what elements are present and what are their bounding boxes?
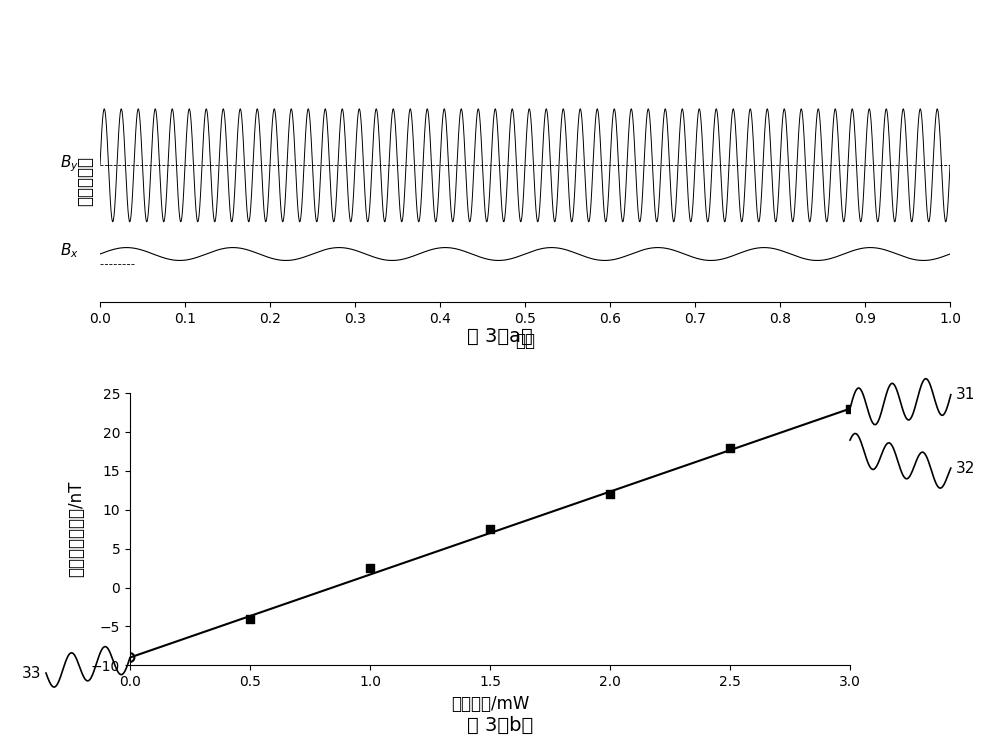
Text: $B_y$: $B_y$ bbox=[60, 153, 79, 174]
X-axis label: 检测光强/mW: 检测光强/mW bbox=[451, 695, 529, 713]
Text: 图 3（b）: 图 3（b） bbox=[467, 716, 533, 736]
Point bbox=[722, 442, 738, 454]
Point bbox=[842, 403, 858, 415]
Text: 32: 32 bbox=[956, 460, 975, 476]
Y-axis label: 磁场补偿输出值/nT: 磁场补偿输出值/nT bbox=[67, 481, 85, 578]
X-axis label: 时间: 时间 bbox=[515, 332, 535, 350]
Point bbox=[362, 562, 378, 574]
Text: 31: 31 bbox=[956, 387, 975, 402]
Text: 33: 33 bbox=[22, 665, 41, 680]
Y-axis label: 磁强计输出: 磁强计输出 bbox=[76, 156, 94, 206]
Text: 图 3（a）: 图 3（a） bbox=[467, 327, 533, 346]
Point bbox=[482, 523, 498, 535]
Text: $B_x$: $B_x$ bbox=[60, 241, 79, 260]
Point bbox=[242, 612, 258, 624]
Point bbox=[122, 652, 138, 664]
Point bbox=[602, 488, 618, 500]
